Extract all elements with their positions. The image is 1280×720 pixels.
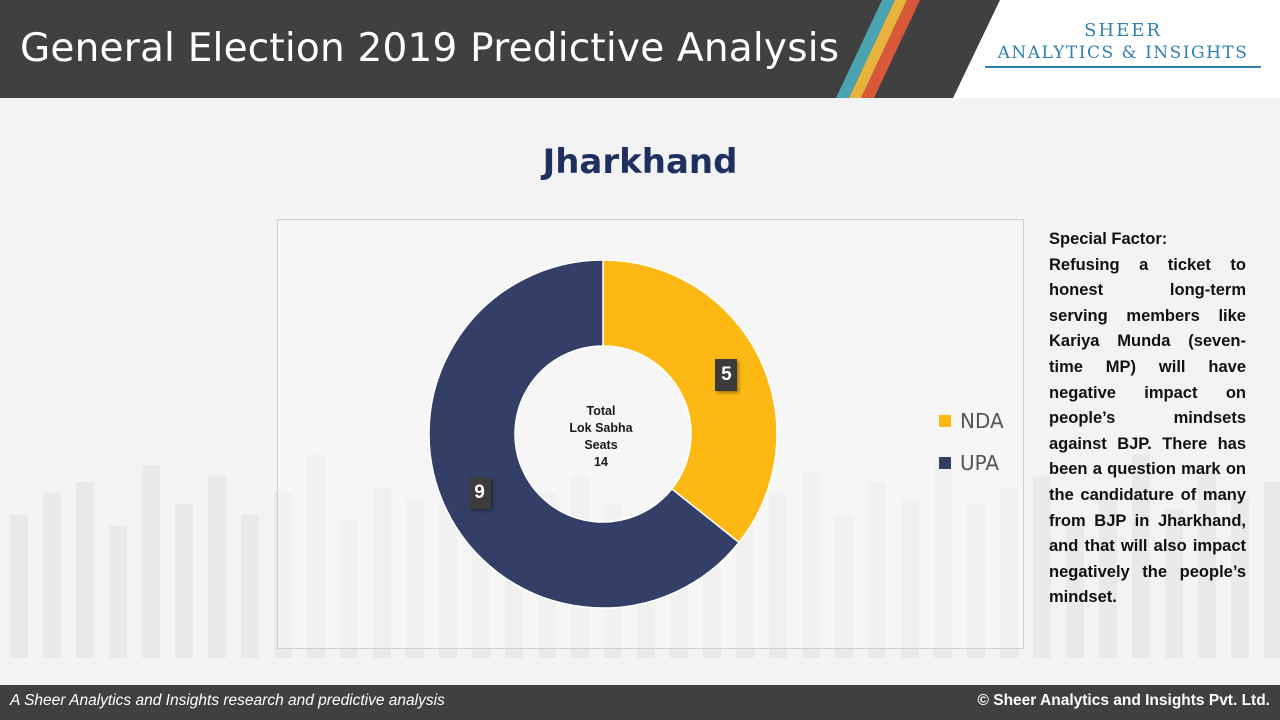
header-stripe-gold — [849, 0, 907, 98]
page-title: General Election 2019 Predictive Analysi… — [20, 26, 840, 71]
background-bar — [175, 504, 193, 658]
background-bar — [1066, 520, 1084, 658]
background-bar — [142, 465, 160, 658]
background-bar — [241, 515, 259, 658]
special-factor-panel: Special Factor: Refusing a ticket to hon… — [1049, 227, 1246, 611]
logo-text-sheer: SHEER — [1084, 20, 1162, 41]
footer-copyright: © Sheer Analytics and Insights Pvt. Ltd. — [977, 692, 1271, 709]
background-bar — [1231, 498, 1249, 658]
header-stripe-teal — [836, 0, 895, 98]
center-label-line-3: Seats — [584, 438, 618, 452]
chart-center-label: Total Lok Sabha Seats 14 — [551, 403, 651, 471]
legend-label-nda: NDA — [960, 409, 1004, 433]
background-bar — [109, 526, 127, 658]
footer-tagline: A Sheer Analytics and Insights research … — [10, 692, 445, 709]
background-bar — [1165, 509, 1183, 658]
background-bar — [76, 482, 94, 658]
background-bar — [10, 515, 28, 658]
header-bar: General Election 2019 Predictive Analysi… — [0, 0, 1280, 98]
company-logo: SHEER ANALYTICS & INSIGHTS — [982, 20, 1264, 68]
background-bar — [1033, 476, 1051, 658]
background-bar — [208, 476, 226, 658]
logo-text-analytics: ANALYTICS & INSIGHTS — [997, 43, 1249, 63]
chart-legend: NDA UPA — [939, 400, 1004, 484]
header-stripe-orange — [861, 0, 920, 98]
doughnut-chart-panel: Total Lok Sabha Seats 14 5 9 NDA UPA — [277, 219, 1024, 649]
logo-underline — [985, 66, 1261, 68]
legend-swatch-upa — [939, 457, 951, 469]
background-bar — [1099, 493, 1117, 658]
special-factor-heading: Special Factor: — [1049, 230, 1168, 248]
legend-item-nda: NDA — [939, 400, 1004, 442]
doughnut-slice-nda — [602, 259, 778, 544]
legend-swatch-nda — [939, 415, 951, 427]
doughnut-chart — [428, 259, 778, 609]
special-factor-text: Refusing a ticket to honest long-term se… — [1049, 255, 1246, 607]
legend-item-upa: UPA — [939, 442, 1004, 484]
header-decoration — [836, 0, 1280, 98]
footer-bar: A Sheer Analytics and Insights research … — [0, 685, 1280, 720]
data-label-nda: 5 — [715, 358, 738, 391]
background-bar — [1198, 471, 1216, 658]
background-bar — [1132, 454, 1150, 658]
state-title: Jharkhand — [542, 142, 738, 182]
legend-label-upa: UPA — [960, 451, 1000, 475]
doughnut-slice-upa — [428, 259, 741, 609]
background-bar — [43, 493, 61, 658]
center-label-line-2: Lok Sabha — [569, 421, 633, 435]
center-label-line-4: 14 — [594, 455, 608, 469]
data-label-upa: 9 — [468, 477, 491, 510]
logo-panel — [953, 0, 1280, 98]
center-label-line-1: Total — [586, 404, 616, 418]
background-bar — [1264, 482, 1280, 658]
